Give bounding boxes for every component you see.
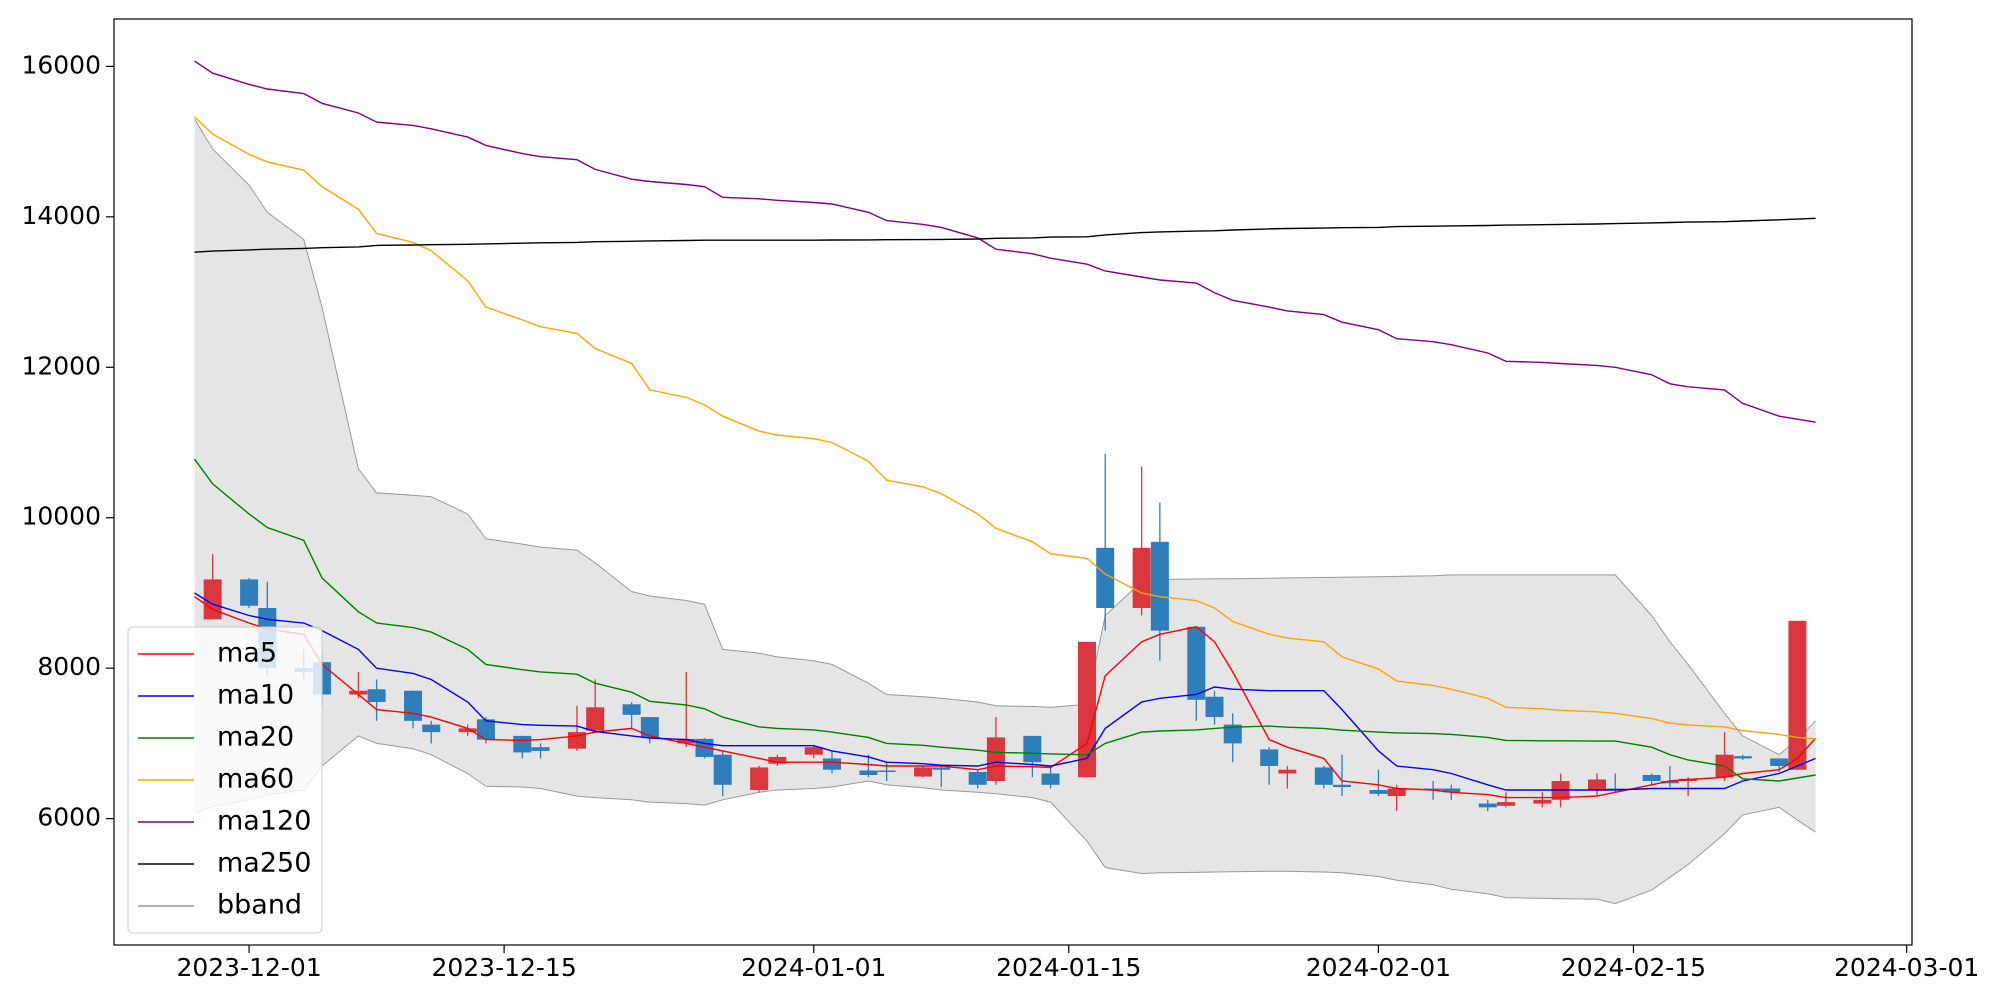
candle-body bbox=[1187, 626, 1206, 700]
candle-body bbox=[203, 579, 222, 620]
candle-body bbox=[768, 756, 787, 764]
ma-line bbox=[194, 116, 1816, 740]
ma-line bbox=[194, 60, 1816, 423]
x-tick-label: 2024-01-01 bbox=[741, 953, 886, 982]
candle-body bbox=[932, 767, 951, 770]
candle-body bbox=[1442, 788, 1461, 793]
y-tick-label: 14000 bbox=[21, 201, 101, 230]
candle-body bbox=[822, 758, 841, 770]
band-upper bbox=[194, 118, 1816, 756]
legend-label: ma120 bbox=[217, 806, 311, 837]
candle-body bbox=[914, 767, 933, 777]
x-tick-label: 2024-02-15 bbox=[1561, 953, 1706, 982]
candle-body bbox=[1333, 784, 1352, 788]
ma-line bbox=[194, 217, 1816, 253]
ma-line bbox=[193, 458, 1816, 782]
candle-body bbox=[750, 767, 769, 791]
candle-body bbox=[1478, 803, 1497, 808]
y-tick-label: 12000 bbox=[21, 351, 101, 380]
candle-body bbox=[476, 719, 495, 740]
candle-body bbox=[1314, 767, 1333, 785]
candle-body bbox=[367, 689, 386, 703]
legend-label: ma20 bbox=[217, 722, 294, 753]
candle-body bbox=[986, 737, 1005, 782]
candle-body bbox=[404, 690, 423, 721]
legend: ma5 ma10 ma20 ma60 ma120 ma250 bband bbox=[127, 626, 323, 934]
candle-body bbox=[859, 770, 878, 775]
candle-body bbox=[1533, 799, 1552, 804]
candle-body bbox=[1770, 758, 1789, 766]
y-tick-label: 10000 bbox=[21, 502, 101, 531]
candle-body bbox=[422, 724, 441, 733]
legend-label: ma5 bbox=[217, 638, 277, 669]
legend-label: ma10 bbox=[217, 680, 294, 711]
legend-label: bband bbox=[217, 890, 302, 921]
y-tick-label: 6000 bbox=[37, 803, 101, 832]
candle-body bbox=[1023, 735, 1042, 763]
x-tick-label: 2024-03-01 bbox=[1834, 953, 1979, 982]
candle-body bbox=[1223, 724, 1242, 744]
candle-body bbox=[640, 717, 659, 739]
candle-body bbox=[677, 738, 696, 744]
ma-line bbox=[194, 596, 1817, 799]
legend-box bbox=[127, 626, 323, 934]
candle-body bbox=[1369, 790, 1388, 794]
candle-body bbox=[1387, 788, 1406, 797]
ma-line bbox=[194, 592, 1816, 791]
candle-body bbox=[240, 579, 259, 606]
legend-label: ma60 bbox=[217, 764, 294, 795]
x-tick-label: 2023-12-15 bbox=[431, 953, 576, 982]
x-tick-label: 2024-01-15 bbox=[996, 953, 1141, 982]
band-lower bbox=[194, 735, 1816, 905]
y-tick-label: 16000 bbox=[21, 50, 101, 79]
candle-body bbox=[1205, 696, 1224, 718]
x-tick-label: 2024-02-01 bbox=[1306, 953, 1451, 982]
candle-body bbox=[1132, 547, 1151, 608]
candle-body bbox=[1041, 773, 1060, 785]
y-tick-label: 8000 bbox=[37, 652, 101, 681]
candle-body bbox=[513, 735, 532, 753]
candle-body bbox=[1496, 802, 1515, 806]
candle-body bbox=[1278, 769, 1297, 774]
candle-body bbox=[1606, 788, 1625, 791]
candle-body bbox=[713, 754, 732, 785]
candle-body bbox=[586, 707, 605, 731]
candle-body bbox=[622, 704, 641, 715]
candle-body bbox=[1588, 779, 1607, 791]
candle-body bbox=[1642, 774, 1661, 782]
candle-body bbox=[1260, 749, 1279, 766]
candle-body bbox=[349, 690, 368, 695]
candle-body bbox=[1096, 547, 1115, 608]
candle-body bbox=[1150, 541, 1169, 631]
candle-body bbox=[1077, 641, 1096, 778]
plot-frame bbox=[113, 18, 1913, 946]
x-tick-label: 2023-12-01 bbox=[176, 953, 321, 982]
candle-body bbox=[1424, 788, 1443, 791]
candle-body bbox=[804, 747, 823, 755]
legend-label: ma250 bbox=[217, 848, 311, 879]
candle-body bbox=[458, 728, 477, 733]
candle-body bbox=[1788, 620, 1807, 770]
candle-body bbox=[968, 771, 987, 785]
band-fill bbox=[194, 119, 1816, 904]
candle-body bbox=[1660, 781, 1679, 784]
candle-body bbox=[1733, 756, 1752, 759]
candle-body bbox=[877, 770, 896, 772]
candle-body bbox=[531, 747, 550, 751]
